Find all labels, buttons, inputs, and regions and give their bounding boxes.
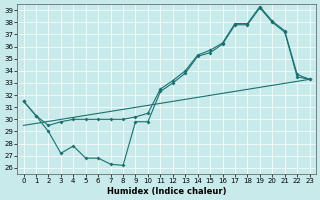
X-axis label: Humidex (Indice chaleur): Humidex (Indice chaleur) (107, 187, 226, 196)
